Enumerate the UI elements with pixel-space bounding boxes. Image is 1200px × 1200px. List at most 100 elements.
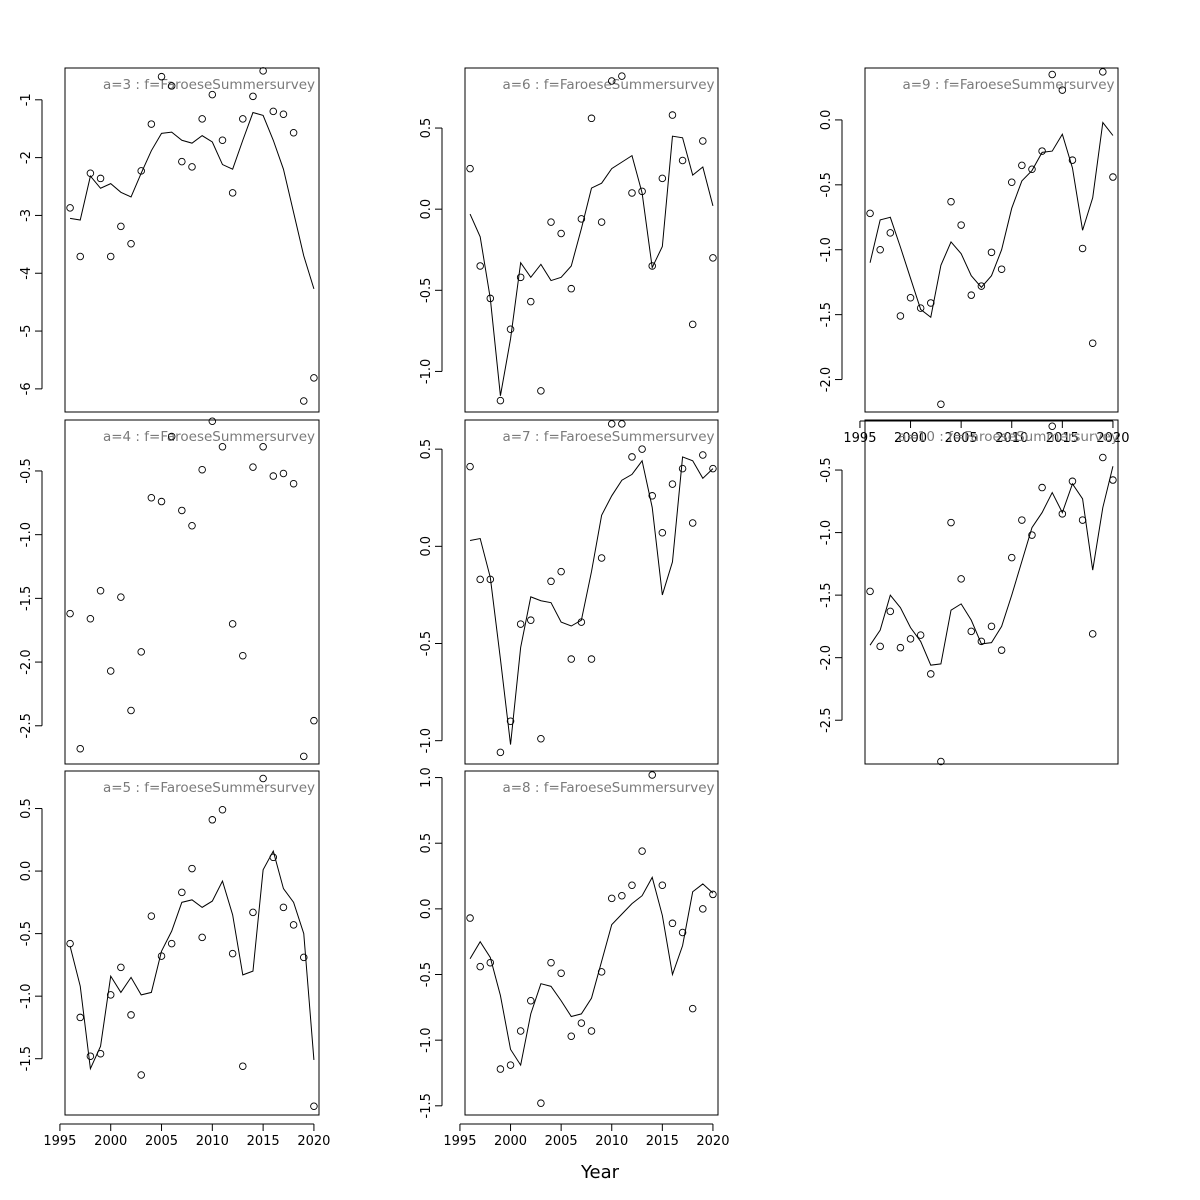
data-point: [618, 420, 626, 428]
data-point: [117, 222, 125, 231]
data-point: [937, 400, 945, 408]
data-point: [117, 963, 125, 972]
data-point: [259, 774, 267, 783]
data-point: [1068, 477, 1077, 486]
data-point: [106, 667, 115, 675]
data-point: [157, 72, 166, 81]
fitted-line: [469, 876, 714, 1067]
x-tick-label: 2005: [545, 1134, 578, 1149]
y-axis: -2.5 -2.0 -1.5 -1.0 -0.5: [819, 457, 843, 733]
data-point: [289, 128, 298, 137]
data-point: [537, 1099, 545, 1107]
data-point: [1109, 173, 1117, 181]
y-tick-label: -0.5: [819, 457, 834, 482]
y-tick-label: -0.5: [19, 921, 34, 946]
plot-frame: [64, 419, 320, 765]
data-point: [208, 90, 217, 99]
data-point: [587, 655, 596, 663]
observation-points: [866, 422, 1117, 766]
y-tick-label: -5: [19, 325, 34, 338]
data-point: [607, 77, 616, 85]
data-point: [688, 519, 697, 527]
plot-frame: [864, 67, 1119, 413]
data-point: [648, 262, 656, 270]
data-point: [678, 928, 687, 937]
x-tick-label: 2015: [646, 1134, 679, 1149]
data-point: [997, 265, 1006, 273]
data-point: [658, 528, 667, 537]
data-point: [678, 156, 687, 165]
data-point: [178, 888, 186, 897]
y-tick-label: -1.0: [419, 359, 434, 384]
data-point: [957, 221, 965, 229]
y-axis: -2.5 -2.0 -1.5 -1.0 -0.5: [19, 458, 43, 738]
data-point: [300, 397, 308, 405]
data-point: [618, 72, 626, 80]
data-point: [486, 958, 495, 967]
data-point: [66, 204, 74, 212]
plot-frame: [464, 419, 719, 765]
y-tick-label: -1.0: [19, 522, 34, 547]
y-tick-label: -2.5: [819, 708, 834, 733]
y-tick-label: -1.0: [419, 1027, 434, 1052]
fitted-line: [869, 466, 1114, 666]
y-tick-label: 0.0: [419, 536, 434, 557]
data-point: [597, 968, 606, 976]
data-point: [668, 480, 677, 488]
data-point: [638, 847, 646, 855]
data-point: [157, 497, 166, 506]
plot-frame: [64, 770, 320, 1116]
data-point: [927, 670, 935, 678]
data-point: [628, 881, 636, 889]
data-point: [506, 717, 515, 725]
panel-title: a=10 : f=FaroeseSummersurvey: [898, 429, 1119, 445]
plot-frame: [464, 67, 719, 413]
data-point: [106, 991, 115, 999]
data-point: [127, 706, 135, 715]
data-point: [688, 320, 697, 329]
data-point: [997, 646, 1006, 654]
data-point: [709, 464, 717, 473]
data-point: [547, 958, 555, 967]
data-point: [1099, 453, 1107, 462]
x-tick-label: 1995: [443, 1134, 476, 1149]
data-point: [937, 757, 945, 766]
data-point: [300, 752, 308, 761]
y-tick-label: 0.0: [419, 899, 434, 920]
data-point: [1018, 161, 1026, 170]
x-tick-label: 1995: [43, 1134, 76, 1149]
data-point: [218, 136, 227, 145]
data-point: [1007, 553, 1016, 562]
data-point: [628, 189, 636, 197]
data-point: [977, 637, 986, 646]
data-point: [699, 905, 707, 913]
fitted-line: [69, 849, 315, 1071]
data-point: [876, 642, 884, 651]
data-point: [537, 734, 545, 743]
panel-a4: a=4 : f=FaroeseSummersurvey-2.5-2.0-1.5-…: [19, 417, 320, 765]
y-tick-label: -1.5: [819, 302, 834, 327]
data-point: [86, 1052, 95, 1060]
y-axis: -1.0 -0.5 0.0 0.5: [419, 118, 443, 384]
y-tick-label: -1.5: [19, 586, 34, 611]
data-point: [259, 67, 267, 75]
y-tick-label: -2: [19, 151, 34, 164]
data-point: [476, 262, 484, 270]
y-tick-label: -1.0: [19, 983, 34, 1008]
data-point: [249, 908, 257, 917]
data-point: [987, 622, 996, 631]
data-point: [249, 463, 257, 471]
data-point: [668, 919, 677, 928]
data-point: [208, 417, 217, 426]
y-tick-label: -2.0: [819, 367, 834, 392]
data-point: [96, 1049, 105, 1058]
x-tick-label: 2005: [945, 431, 978, 446]
panel-title: a=9 : f=FaroeseSummersurvey: [902, 77, 1114, 93]
data-point: [1007, 178, 1016, 186]
y-axis: -2.0 -1.5 -1.0 -0.5 0.0: [819, 110, 843, 392]
data-point: [310, 716, 318, 725]
data-point: [567, 1032, 576, 1040]
data-point: [886, 229, 895, 237]
data-point: [618, 891, 626, 900]
